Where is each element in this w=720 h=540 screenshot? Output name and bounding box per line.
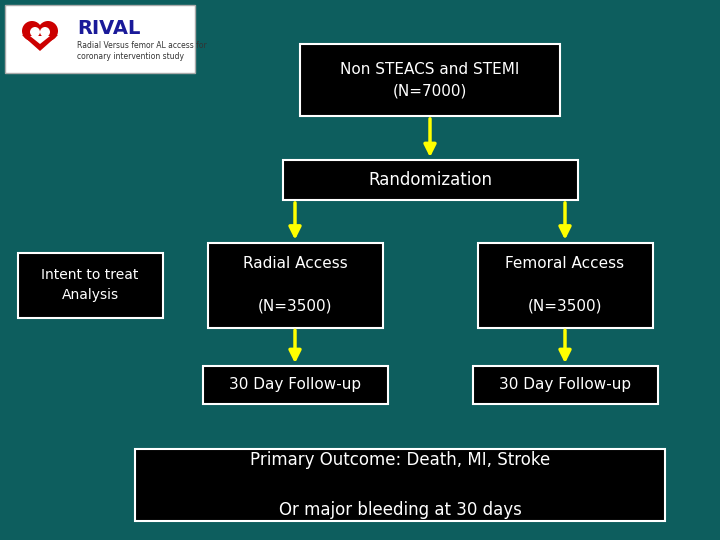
- FancyBboxPatch shape: [472, 366, 657, 404]
- Circle shape: [30, 27, 40, 37]
- FancyBboxPatch shape: [5, 5, 195, 73]
- Text: Femoral Access

(N=3500): Femoral Access (N=3500): [505, 256, 624, 314]
- Circle shape: [22, 21, 42, 41]
- Text: 30 Day Follow-up: 30 Day Follow-up: [499, 377, 631, 393]
- FancyBboxPatch shape: [282, 160, 577, 200]
- Text: Randomization: Randomization: [368, 171, 492, 189]
- Polygon shape: [22, 35, 58, 51]
- Text: Primary Outcome: Death, MI, Stroke

Or major bleeding at 30 days: Primary Outcome: Death, MI, Stroke Or ma…: [250, 451, 550, 519]
- Circle shape: [38, 21, 58, 41]
- FancyBboxPatch shape: [300, 44, 560, 116]
- Text: Radial Access

(N=3500): Radial Access (N=3500): [243, 256, 347, 314]
- FancyBboxPatch shape: [477, 242, 652, 327]
- Text: Intent to treat
Analysis: Intent to treat Analysis: [41, 268, 139, 302]
- Text: 30 Day Follow-up: 30 Day Follow-up: [229, 377, 361, 393]
- FancyBboxPatch shape: [17, 253, 163, 318]
- Polygon shape: [30, 36, 50, 44]
- Text: Non STEACS and STEMI
(N=7000): Non STEACS and STEMI (N=7000): [341, 62, 520, 98]
- Text: Radial Versus femor AL access for
coronary intervention study: Radial Versus femor AL access for corona…: [77, 40, 207, 62]
- Text: RIVAL: RIVAL: [77, 18, 140, 37]
- FancyBboxPatch shape: [135, 449, 665, 521]
- FancyBboxPatch shape: [202, 366, 387, 404]
- FancyBboxPatch shape: [207, 242, 382, 327]
- Circle shape: [40, 27, 50, 37]
